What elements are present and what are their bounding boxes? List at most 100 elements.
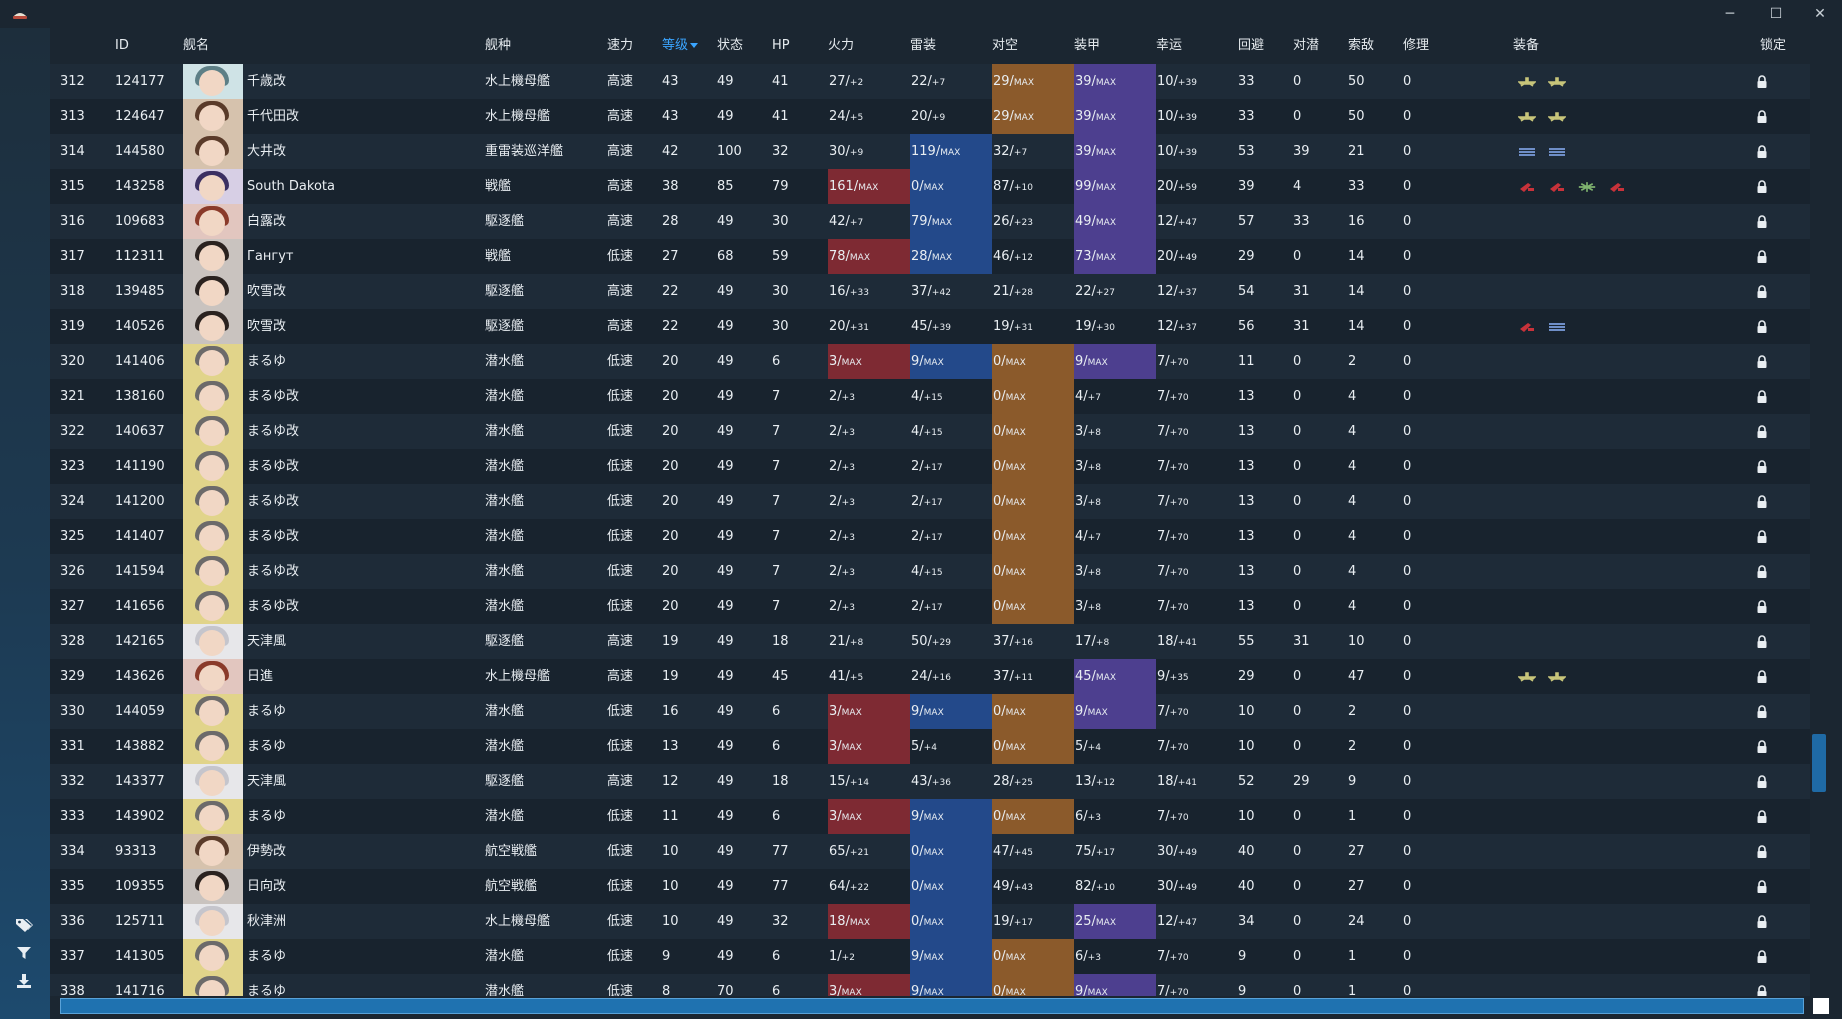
seaplane-icon[interactable] bbox=[1518, 110, 1536, 124]
lock-icon[interactable] bbox=[1756, 344, 1768, 379]
seaplane-icon[interactable] bbox=[1548, 75, 1566, 89]
col-los[interactable]: 索敌 bbox=[1348, 38, 1375, 53]
tag-icon[interactable] bbox=[13, 914, 35, 936]
col-fire[interactable]: 火力 bbox=[828, 38, 855, 53]
table-row[interactable]: 323 141190 まるゆ改 潜水艦 低速 20 49 7 2/+3 2/+17 0/MAX 3/+… bbox=[50, 449, 1810, 484]
lock-icon[interactable] bbox=[1756, 204, 1768, 239]
ship-repair: 0 bbox=[1403, 74, 1412, 89]
lock-icon[interactable] bbox=[1756, 519, 1768, 554]
table-row[interactable]: 317 112311 Гангут 戦艦 低速 27 68 59 78/MAX 28/MAX 46/… bbox=[50, 239, 1810, 274]
lock-icon[interactable] bbox=[1756, 449, 1768, 484]
filter-icon[interactable] bbox=[13, 942, 35, 964]
fire-sub: +5 bbox=[849, 673, 864, 683]
col-id[interactable]: ID bbox=[115, 38, 129, 53]
col-armor[interactable]: 装甲 bbox=[1074, 38, 1101, 53]
table-row[interactable]: 330 144059 まるゆ 潜水艦 低速 16 49 6 3/MAX 9/MAX 0/MAX 9/M… bbox=[50, 694, 1810, 729]
col-repair[interactable]: 修理 bbox=[1403, 38, 1430, 53]
table-row[interactable]: 314 144580 大井改 重雷装巡洋艦 高速 42 100 32 30/+9 119/MAX 3… bbox=[50, 134, 1810, 169]
vertical-scroll-thumb[interactable] bbox=[1812, 734, 1826, 792]
table-row[interactable]: 312 124177 千歳改 水上機母艦 高速 43 49 41 27/+2 22/+7 29/MA… bbox=[50, 64, 1810, 99]
radar-icon[interactable] bbox=[1578, 180, 1596, 194]
col-name[interactable]: 舰名 bbox=[183, 38, 210, 53]
lock-icon[interactable] bbox=[1756, 414, 1768, 449]
table-row[interactable]: 333 143902 まるゆ 潜水艦 低速 11 49 6 3/MAX 9/MAX 0/MAX 6/+… bbox=[50, 799, 1810, 834]
lock-icon[interactable] bbox=[1756, 239, 1768, 274]
lock-icon[interactable] bbox=[1756, 974, 1768, 996]
lock-icon[interactable] bbox=[1756, 624, 1768, 659]
table-row[interactable]: 325 141407 まるゆ改 潜水艦 低速 20 49 7 2/+3 2/+17 0/MAX 4/+… bbox=[50, 519, 1810, 554]
lock-icon[interactable] bbox=[1756, 274, 1768, 309]
col-torp[interactable]: 雷装 bbox=[910, 38, 937, 53]
table-row[interactable]: 320 141406 まるゆ 潜水艦 低速 20 49 6 3/MAX 9/MAX 0/MAX 9/M… bbox=[50, 344, 1810, 379]
lock-icon[interactable] bbox=[1756, 99, 1768, 134]
col-evasion[interactable]: 回避 bbox=[1238, 38, 1265, 53]
lock-icon[interactable] bbox=[1756, 554, 1768, 589]
table-row[interactable]: 331 143882 まるゆ 潜水艦 低速 13 49 6 3/MAX 5/+4 0/MAX 5/+4… bbox=[50, 729, 1810, 764]
col-luck[interactable]: 幸运 bbox=[1156, 38, 1183, 53]
table-row[interactable]: 319 140526 吹雪改 駆逐艦 高速 22 49 30 20/+31 45/+39 19/+3… bbox=[50, 309, 1810, 344]
seaplane-icon[interactable] bbox=[1518, 75, 1536, 89]
lock-icon[interactable] bbox=[1756, 64, 1768, 99]
armor-cell: 13/+12 bbox=[1074, 764, 1156, 799]
torpedo-icon[interactable] bbox=[1548, 320, 1566, 334]
lock-icon[interactable] bbox=[1756, 764, 1768, 799]
table-row[interactable]: 334 93313 伊勢改 航空戦艦 低速 10 49 77 65/+21 0/MAX 47/+45… bbox=[50, 834, 1810, 869]
horizontal-scrollbar[interactable] bbox=[60, 998, 1804, 1014]
lock-icon[interactable] bbox=[1756, 904, 1768, 939]
lock-icon[interactable] bbox=[1756, 659, 1768, 694]
col-hp[interactable]: HP bbox=[772, 38, 790, 53]
table-row[interactable]: 315 143258 South Dakota 戦艦 高速 38 85 79 161/MAX 0/… bbox=[50, 169, 1810, 204]
lock-icon[interactable] bbox=[1756, 484, 1768, 519]
row-number: 320 bbox=[60, 354, 85, 369]
seaplane-icon[interactable] bbox=[1548, 670, 1566, 684]
lock-icon[interactable] bbox=[1756, 869, 1768, 904]
table-row[interactable]: 332 143377 天津風 駆逐艦 高速 12 49 18 15/+14 43/+36 28/+2… bbox=[50, 764, 1810, 799]
table-row[interactable]: 335 109355 日向改 航空戦艦 低速 10 49 77 64/+22 0/MAX 49/+4… bbox=[50, 869, 1810, 904]
download-icon[interactable] bbox=[13, 970, 35, 992]
col-asw[interactable]: 对潜 bbox=[1293, 38, 1320, 53]
main-gun-icon[interactable] bbox=[1518, 320, 1536, 334]
table-row[interactable]: 322 140637 まるゆ改 潜水艦 低速 20 49 7 2/+3 4/+15 0/MAX 3/+… bbox=[50, 414, 1810, 449]
table-row[interactable]: 337 141305 まるゆ 潜水艦 低速 9 49 6 1/+2 9/MAX 0/MAX 6/+3 7… bbox=[50, 939, 1810, 974]
main-gun-icon[interactable] bbox=[1608, 180, 1626, 194]
col-aa[interactable]: 对空 bbox=[992, 38, 1019, 53]
lock-icon[interactable] bbox=[1756, 589, 1768, 624]
lock-icon[interactable] bbox=[1756, 134, 1768, 169]
table-row[interactable]: 316 109683 白露改 駆逐艦 高速 28 49 30 42/+7 79/MAX 26/+23… bbox=[50, 204, 1810, 239]
table-row[interactable]: 338 141716 まるゆ 潜水艦 低速 8 70 6 3/MAX 9/MAX 0/MAX 9/MA… bbox=[50, 974, 1810, 996]
vertical-scrollbar[interactable] bbox=[1810, 28, 1842, 996]
equip-cell bbox=[1518, 169, 1626, 204]
table-row[interactable]: 336 125711 秋津洲 水上機母艦 低速 10 49 32 18/MAX 0/MAX 19/+… bbox=[50, 904, 1810, 939]
table-row[interactable]: 326 141594 まるゆ改 潜水艦 低速 20 49 7 2/+3 4/+15 0/MAX 3/+… bbox=[50, 554, 1810, 589]
col-cond[interactable]: 状态 bbox=[717, 38, 744, 53]
lock-icon[interactable] bbox=[1756, 379, 1768, 414]
lock-icon[interactable] bbox=[1756, 694, 1768, 729]
lock-icon[interactable] bbox=[1756, 834, 1768, 869]
seaplane-icon[interactable] bbox=[1548, 110, 1566, 124]
main-gun-icon[interactable] bbox=[1518, 180, 1536, 194]
lock-icon[interactable] bbox=[1756, 309, 1768, 344]
minimize-button[interactable]: ─ bbox=[1725, 6, 1735, 22]
table-row[interactable]: 327 141656 まるゆ改 潜水艦 低速 20 49 7 2/+3 2/+17 0/MAX 3/+… bbox=[50, 589, 1810, 624]
lock-icon[interactable] bbox=[1756, 169, 1768, 204]
main-gun-icon[interactable] bbox=[1548, 180, 1566, 194]
col-speed[interactable]: 速力 bbox=[607, 38, 634, 53]
col-equip[interactable]: 装备 bbox=[1513, 38, 1540, 53]
table-row[interactable]: 318 139485 吹雪改 駆逐艦 高速 22 49 30 16/+33 37/+42 21/+2… bbox=[50, 274, 1810, 309]
close-button[interactable]: ✕ bbox=[1814, 6, 1826, 22]
table-row[interactable]: 329 143626 日進 水上機母艦 高速 19 49 45 41/+5 24/+16 37/+1… bbox=[50, 659, 1810, 694]
col-lock[interactable]: 锁定 bbox=[1760, 38, 1787, 53]
maximize-button[interactable]: ☐ bbox=[1769, 6, 1783, 22]
table-row[interactable]: 328 142165 天津風 駆逐艦 高速 19 49 18 21/+8 50/+29 37/+16… bbox=[50, 624, 1810, 659]
table-row[interactable]: 324 141200 まるゆ改 潜水艦 低速 20 49 7 2/+3 2/+17 0/MAX 3/+… bbox=[50, 484, 1810, 519]
lock-icon[interactable] bbox=[1756, 799, 1768, 834]
torpedo-icon[interactable] bbox=[1518, 145, 1536, 159]
torpedo-icon[interactable] bbox=[1548, 145, 1566, 159]
table-row[interactable]: 313 124647 千代田改 水上機母艦 高速 43 49 41 24/+5 20/+9 29/M… bbox=[50, 99, 1810, 134]
seaplane-icon[interactable] bbox=[1518, 670, 1536, 684]
lock-icon[interactable] bbox=[1756, 729, 1768, 764]
lock-icon[interactable] bbox=[1756, 939, 1768, 974]
col-level[interactable]: 等级 bbox=[662, 28, 699, 64]
col-type[interactable]: 舰种 bbox=[485, 38, 512, 53]
table-row[interactable]: 321 138160 まるゆ改 潜水艦 低速 20 49 7 2/+3 4/+15 0/MAX 4/+… bbox=[50, 379, 1810, 414]
